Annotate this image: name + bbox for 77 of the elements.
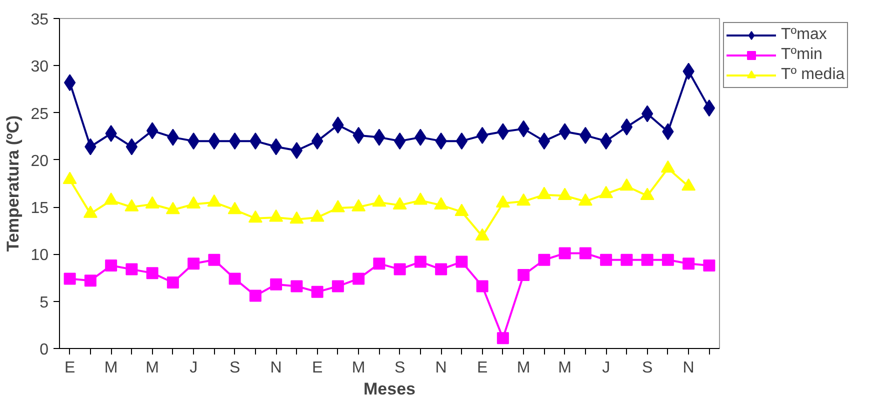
y-tick-label: 15 [30,200,49,218]
point [476,126,488,144]
x-tick-label: M [558,360,572,376]
point [64,74,76,92]
point [228,132,241,150]
point [518,268,530,281]
point [641,105,654,122]
point [641,254,654,266]
x-axis-title: Meses [364,380,416,398]
x-tick-label: J [602,360,610,376]
point [105,260,118,272]
point [620,254,633,266]
point [496,332,509,344]
y-tick-label: 10 [30,247,49,264]
point [166,276,179,288]
x-tick-label: S [642,360,653,376]
y-tick-label: 35 [30,12,49,28]
y-tick-label: 0 [40,342,49,358]
point [682,258,695,270]
point [188,258,200,270]
point [352,272,365,285]
y-tick-label: 5 [40,294,49,312]
x-tick-label: M [352,360,366,376]
point [456,256,468,268]
y-axis-title: Temperatura (ºC) [4,115,23,252]
point [228,272,241,285]
point [311,132,324,150]
point [311,286,324,298]
point [394,132,406,150]
x-tick-label: M [104,360,118,376]
point [146,122,158,140]
point [579,247,592,260]
point [558,123,571,140]
x-tick-label: E [312,360,323,376]
point [703,100,716,117]
point [64,272,76,285]
y-tick-label: 25 [30,106,49,123]
legend-label: Tºmax [781,26,827,44]
point [290,280,303,292]
point [208,132,220,150]
x-tick-label: S [229,360,240,376]
x-tick-label: M [516,360,530,376]
point [476,280,488,292]
x-tick-label: E [64,360,76,376]
x-tick-label: J [190,360,198,376]
point [373,258,386,270]
point [662,254,674,266]
x-tick-label: N [682,360,694,376]
point [126,138,138,156]
point [126,263,138,276]
point [208,254,220,266]
point [538,132,550,150]
point [435,263,448,276]
y-tick-label: 30 [30,58,49,76]
point [249,290,262,302]
y-tick-label: 20 [30,152,49,170]
x-tick-label: E [476,360,488,376]
point [394,263,406,276]
point [600,254,612,266]
x-tick-label: N [435,360,447,376]
legend-label: Tºmin [781,46,822,64]
x-tick-label: S [394,360,406,376]
x-tick-label: N [270,360,282,376]
point [270,278,282,290]
point [373,128,386,146]
point [290,142,303,159]
point [538,254,550,266]
point [703,260,716,272]
point [456,132,468,150]
point [558,247,571,260]
point [146,267,158,280]
point [414,256,426,268]
x-tick-label: M [146,360,159,376]
point [332,280,344,292]
point [84,274,96,287]
point [620,118,633,136]
legend-label: Tº media [781,66,845,84]
